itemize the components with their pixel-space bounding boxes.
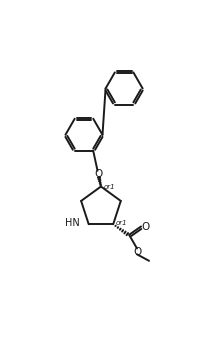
Text: O: O (142, 221, 150, 232)
Text: or1: or1 (104, 184, 115, 190)
Text: O: O (94, 169, 102, 179)
Text: or1: or1 (116, 220, 128, 226)
Text: O: O (134, 247, 142, 257)
Text: HN: HN (65, 218, 80, 229)
